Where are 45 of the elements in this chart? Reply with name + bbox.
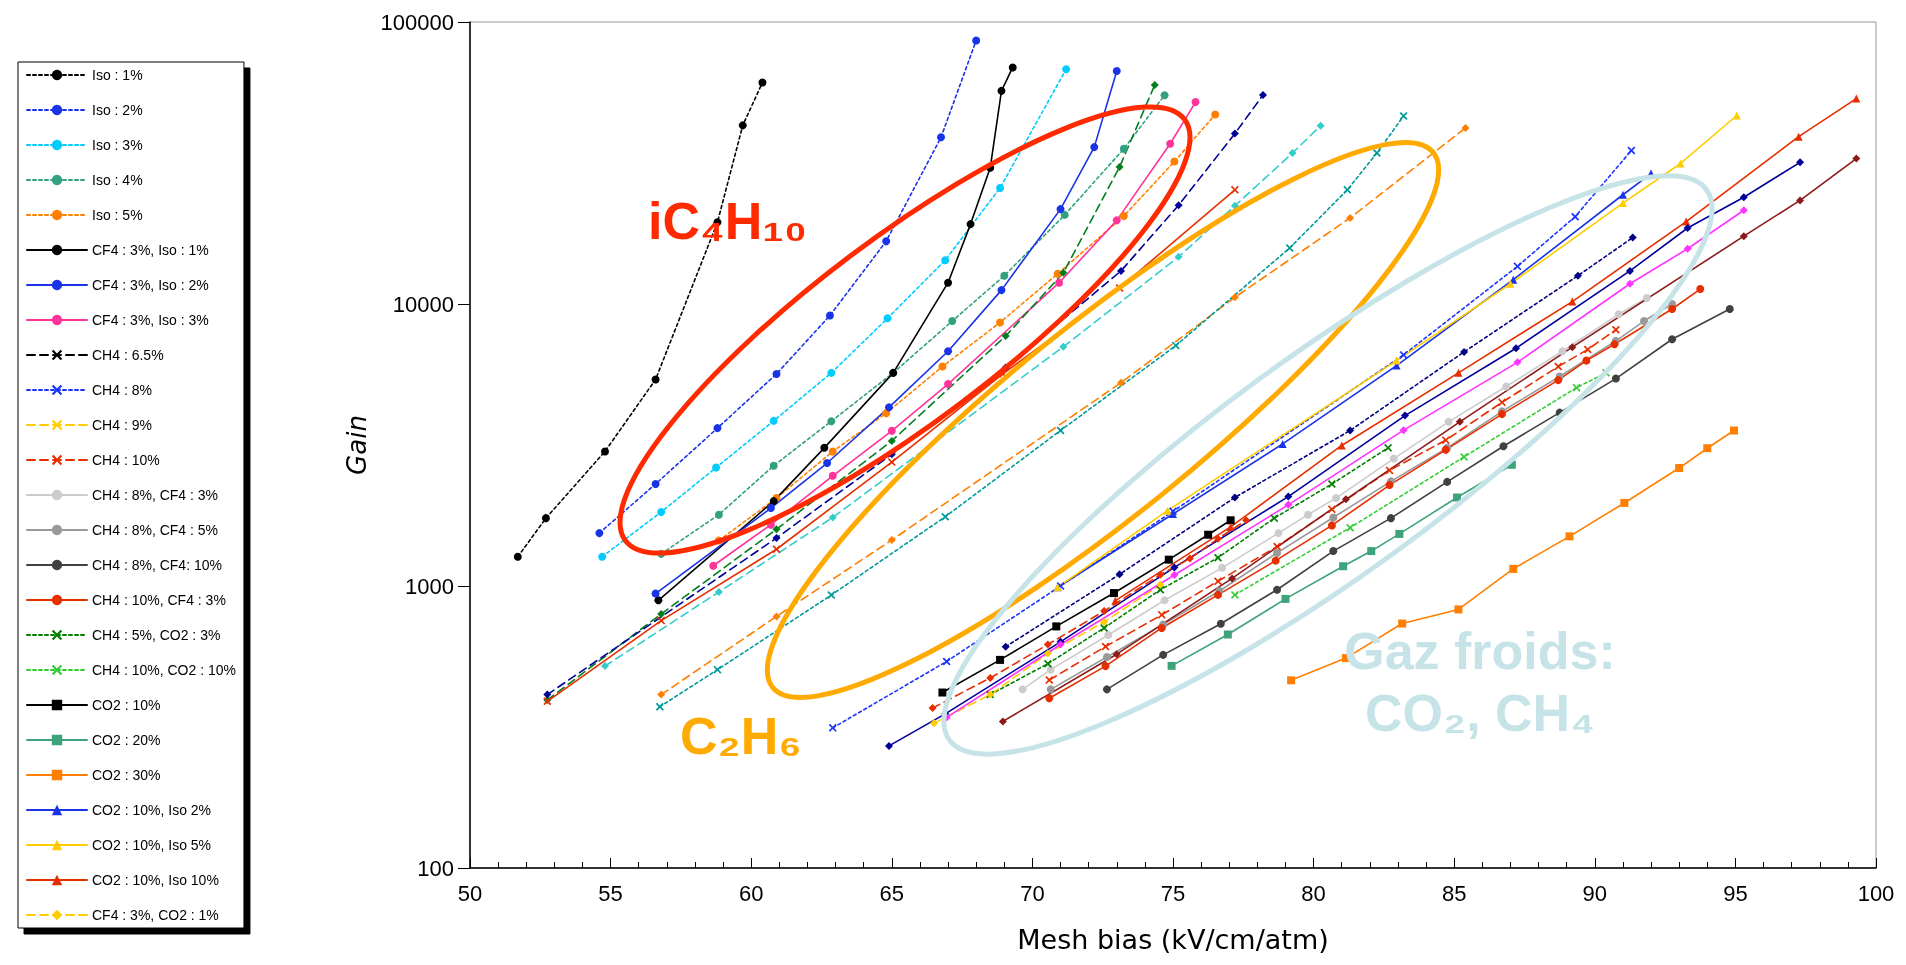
legend-label: Iso : 4% — [92, 172, 143, 188]
x-tick-label: 100 — [1857, 880, 1895, 906]
x-axis-title: Mesh bias (kV/cm/atm) — [1017, 924, 1329, 955]
legend-label: CH4 : 10%, CO2 : 10% — [92, 662, 236, 678]
x-tick-label: 60 — [738, 880, 764, 906]
x-tick-label: 90 — [1582, 880, 1608, 906]
legend-label: CH4 : 10% — [92, 452, 160, 468]
legend-label: CO2 : 10%, Iso 5% — [92, 837, 212, 853]
x-tick-label: 95 — [1723, 880, 1748, 906]
legend-label: Iso : 3% — [92, 137, 143, 153]
annotation: Gaz froids: CO₂, CH₄ — [1343, 621, 1617, 744]
legend-label: CH4 : 8% — [92, 382, 152, 398]
legend-label: CF4 : 3%, Iso : 2% — [92, 277, 209, 293]
y-axis-title: Gain — [341, 415, 372, 475]
x-tick-label: 70 — [1020, 880, 1045, 906]
x-tick-label: 55 — [598, 880, 623, 906]
legend-label: Iso : 1% — [92, 67, 143, 83]
y-tick-label: 100 — [417, 855, 454, 881]
legend-label: CH4 : 8%, CF4 : 5% — [92, 522, 219, 538]
y-tick-label: 10000 — [392, 291, 454, 317]
legend-label: CH4 : 8%, CF4 : 3% — [92, 487, 219, 503]
legend-label: CO2 : 30% — [92, 767, 161, 783]
legend-label: CH4 : 10%, CF4 : 3% — [92, 592, 226, 608]
y-tick-label: 1000 — [405, 573, 454, 599]
legend-label: CO2 : 10%, Iso 2% — [92, 802, 212, 818]
x-tick-label: 85 — [1441, 880, 1467, 906]
x-tick-label: 65 — [879, 880, 905, 906]
annotation: iC₄H₁₀ — [648, 191, 809, 252]
legend-label: CF4 : 3%, Iso : 3% — [92, 312, 209, 328]
x-tick-label: 80 — [1301, 880, 1326, 906]
legend-label: Iso : 2% — [92, 102, 143, 118]
legend-label: CH4 : 6.5% — [92, 347, 164, 363]
legend-label: CF4 : 3%, CO2 : 1% — [92, 907, 219, 923]
annotation: C₂H₆ — [680, 706, 803, 767]
legend-label: CO2 : 20% — [92, 732, 161, 748]
y-tick-label: 100000 — [380, 9, 454, 35]
x-tick-label: 75 — [1160, 880, 1186, 906]
x-tick-label: 50 — [457, 880, 483, 906]
legend-label: CO2 : 10% — [92, 697, 161, 713]
legend-label: CH4 : 9% — [92, 417, 152, 433]
legend-label: CH4 : 8%, CF4: 10% — [92, 557, 222, 573]
legend-label: CH4 : 5%, CO2 : 3% — [92, 627, 221, 643]
legend-label: CO2 : 10%, Iso 10% — [92, 872, 219, 888]
legend-label: CF4 : 3%, Iso : 1% — [92, 242, 209, 258]
legend-label: Iso : 5% — [92, 207, 143, 223]
